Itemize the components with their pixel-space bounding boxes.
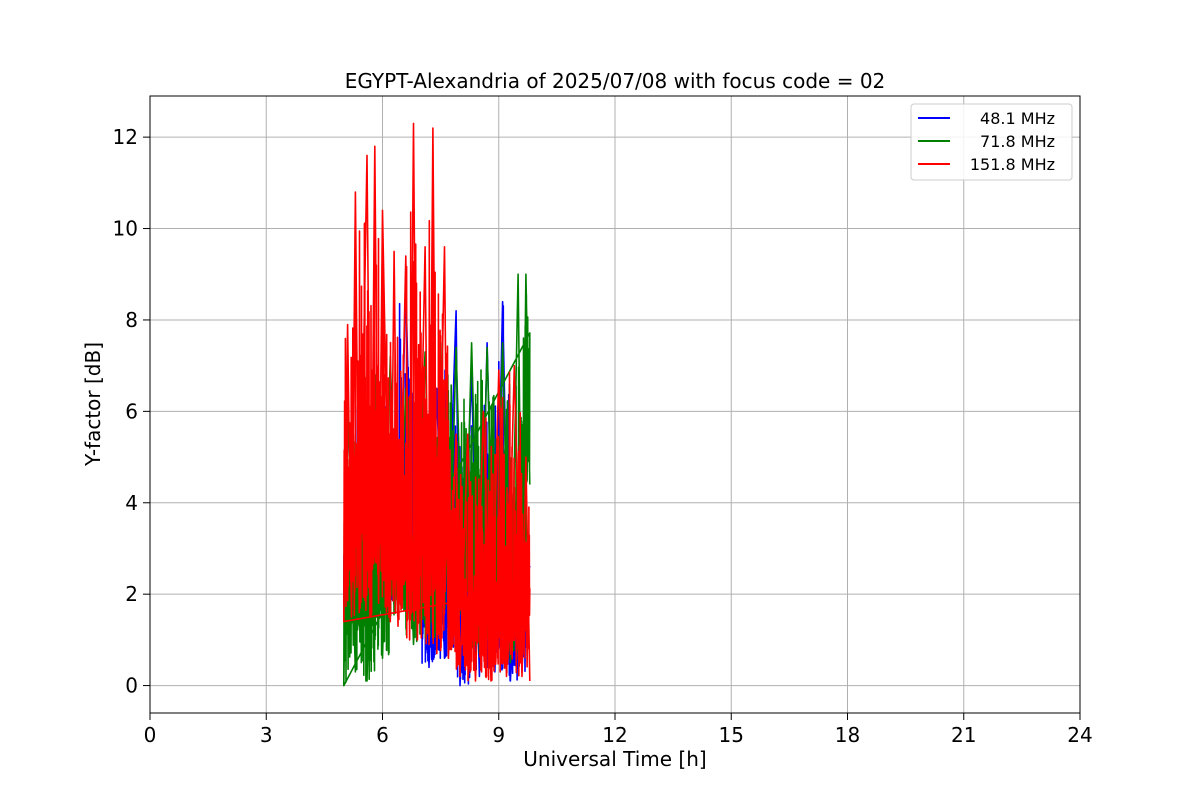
x-axis-label: Universal Time [h] — [523, 747, 706, 771]
x-tick-label: 9 — [492, 723, 505, 747]
x-tick-label: 15 — [719, 723, 744, 747]
x-tick-label: 21 — [951, 723, 976, 747]
y-tick-label: 12 — [113, 125, 138, 149]
x-tick-label: 18 — [835, 723, 860, 747]
y-tick-label: 2 — [125, 582, 138, 606]
y-tick-label: 10 — [113, 217, 138, 241]
series-151-8-mhz — [343, 122, 531, 682]
x-tick-label: 0 — [144, 723, 157, 747]
x-tick-label: 6 — [376, 723, 389, 747]
x-tick-label: 24 — [1067, 723, 1092, 747]
x-tick-label: 3 — [260, 723, 273, 747]
legend-label: 71.8 MHz — [980, 132, 1055, 151]
y-tick-label: 4 — [125, 491, 138, 515]
y-tick-label: 8 — [125, 308, 138, 332]
y-tick-label: 6 — [125, 399, 138, 423]
legend-label: 48.1 MHz — [980, 109, 1055, 128]
x-tick-label: 12 — [602, 723, 627, 747]
chart-title: EGYPT-Alexandria of 2025/07/08 with focu… — [345, 69, 886, 93]
grid — [149, 96, 1081, 713]
plot-area — [343, 122, 531, 687]
legend-label: 151.8 MHz — [970, 155, 1055, 174]
y-tick-label: 0 — [125, 674, 138, 698]
y-axis-label: Y-factor [dB] — [81, 342, 105, 467]
legend-box — [910, 103, 1073, 181]
legend: 48.1 MHz 71.8 MHz 151.8 MHz — [910, 103, 1073, 181]
